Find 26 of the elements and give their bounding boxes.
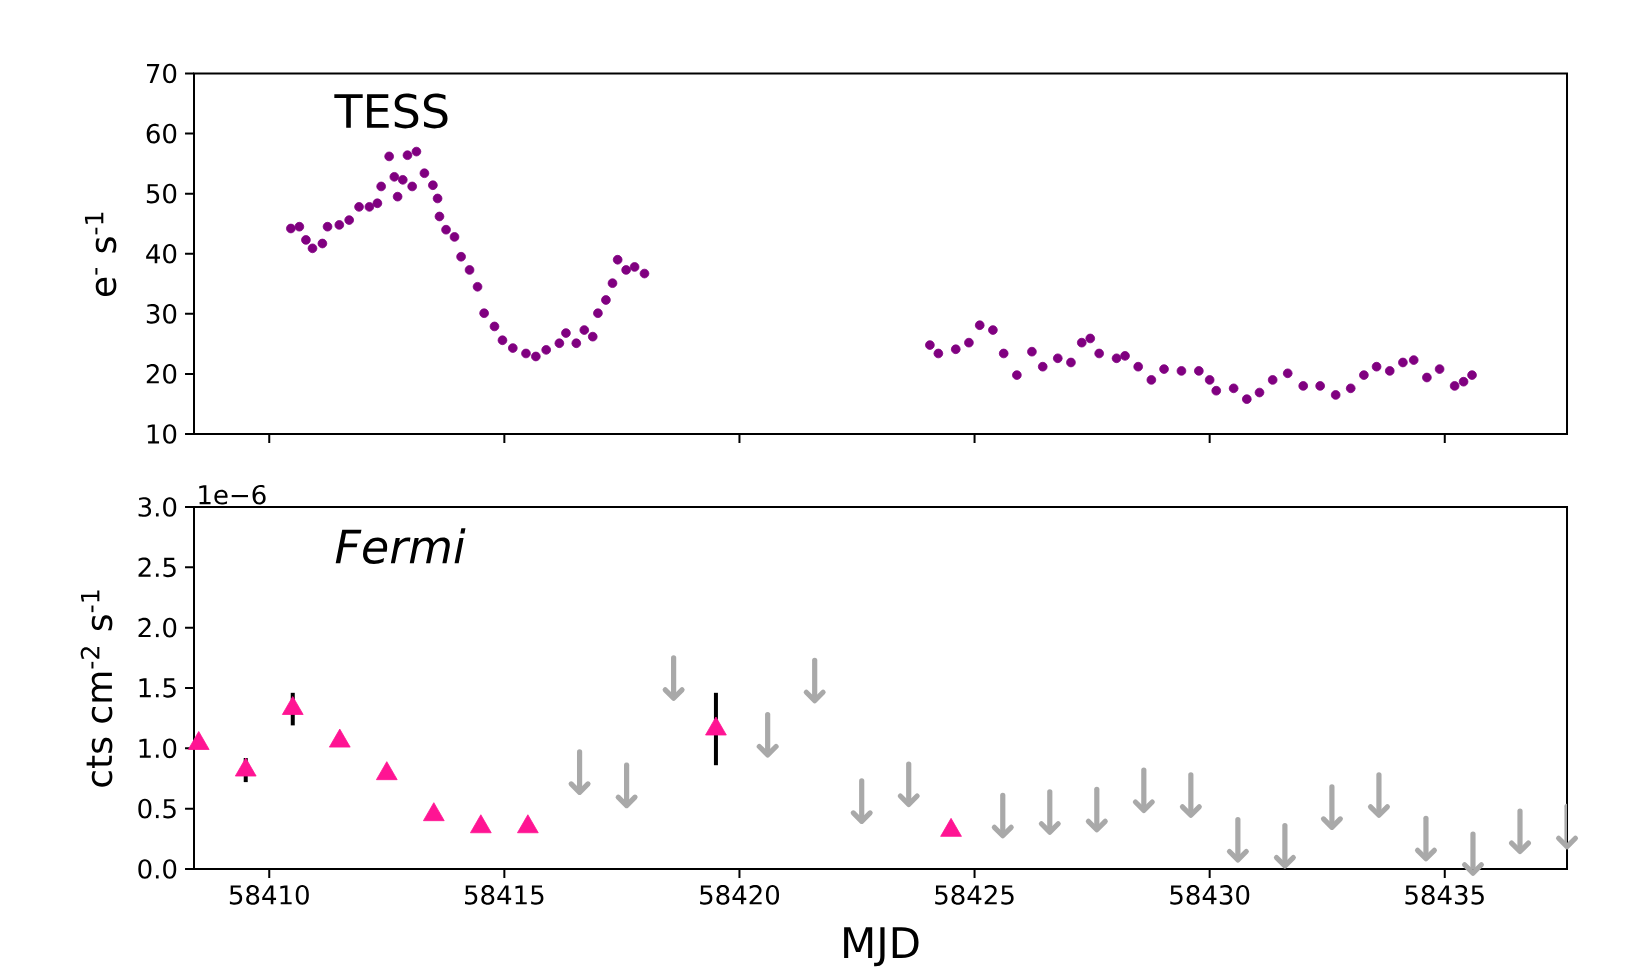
x-tick-label: 58435 bbox=[1405, 885, 1484, 905]
y-tick-label: 3.0 bbox=[138, 497, 177, 517]
x-tick-label: 58425 bbox=[935, 885, 1014, 905]
x-tick-label: 58420 bbox=[700, 885, 780, 905]
x-tick-label: 58430 bbox=[1170, 885, 1250, 905]
y-tick-label: 1.5 bbox=[139, 678, 176, 698]
y-tick-label: 10 bbox=[147, 424, 177, 444]
y-tick-label: 0.5 bbox=[138, 798, 176, 819]
y-tick-label: 2.5 bbox=[138, 557, 176, 578]
y-tick-label: 1.0 bbox=[139, 738, 177, 759]
y-axis-title: cts cm$^{-2}$ s$^{-1}$ bbox=[80, 590, 113, 787]
y-tick-label: 0.0 bbox=[138, 859, 177, 879]
x-tick-label: 58415 bbox=[465, 885, 544, 905]
y-tick-label: 40 bbox=[146, 243, 177, 264]
y-tick-label: 30 bbox=[146, 303, 177, 324]
x-tick-label: 58410 bbox=[229, 885, 309, 905]
y-axis-title: e$^{-}$ s$^{-1}$ bbox=[84, 212, 117, 297]
y-tick-label: 50 bbox=[146, 183, 177, 204]
annotation: TESS bbox=[334, 93, 448, 129]
x-axis-title: MJD bbox=[844, 927, 919, 967]
y-tick-label: 60 bbox=[146, 123, 177, 144]
y-tick-label: 2.0 bbox=[138, 617, 177, 638]
annotation: Fermi bbox=[335, 528, 466, 564]
y-tick-label: 70 bbox=[147, 63, 177, 84]
y-tick-label: 20 bbox=[146, 364, 177, 384]
text: 1e−6 bbox=[199, 484, 266, 505]
